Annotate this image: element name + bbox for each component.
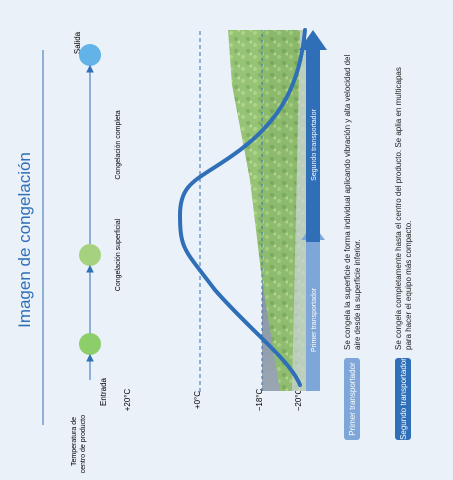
- stage-superficial: Congelación superficial: [115, 218, 122, 291]
- title: Imagen de congelación: [15, 152, 34, 328]
- primer-badge-label: Primer transportador: [348, 362, 357, 436]
- segundo-arrow-bar: [306, 48, 320, 242]
- segundo-badge: [395, 358, 411, 440]
- segundo-description-box: Se congela completamente hasta el centro…: [394, 67, 413, 350]
- stage-completa: Congelación completa: [115, 110, 122, 179]
- temperature-curve: [177, 28, 307, 387]
- axis-label-line-2: centro de producto: [80, 415, 87, 473]
- temp-plus-20: +20°C: [123, 389, 132, 412]
- arrow-entrada-head: [86, 353, 94, 362]
- segundo-badge-label: Segundo transportador: [399, 358, 408, 440]
- segundo-arrow: Segundo transportador: [299, 30, 327, 242]
- arrow-completa-head: [86, 64, 94, 73]
- axis-label: Temperatura de centro de producto: [71, 415, 87, 473]
- entrada-dot: [79, 333, 101, 355]
- primer-badge: [344, 358, 360, 440]
- primer-arrow-label: Primer transportador: [311, 287, 318, 352]
- stage-entrada: Entrada: [99, 377, 108, 406]
- primer-arrow-bar: [306, 239, 320, 391]
- stage-arrows: [86, 64, 94, 380]
- segundo-arrow-head: [299, 30, 327, 50]
- temp-minus-20: −20°C: [294, 389, 303, 412]
- completa-dot: [79, 44, 101, 66]
- superficial-dot: [79, 244, 101, 266]
- segundo-arrow-label: Segundo transportador: [311, 109, 318, 181]
- primer-description: Se congela la superficie de forma indivi…: [343, 54, 362, 350]
- temp-zero: +0°C: [193, 391, 202, 409]
- conveyor-rail: [292, 30, 306, 391]
- temp-minus-18: −18°C: [255, 389, 264, 412]
- arrow-superficial-head: [86, 264, 94, 273]
- axis-label-line-1: Temperatura de: [71, 417, 78, 466]
- primer-description-box: Se congela la superficie de forma indivi…: [343, 54, 362, 350]
- product-layer: [228, 30, 306, 391]
- segundo-description: Se congela completamente hasta el centro…: [394, 67, 413, 350]
- stage-salida: Salida: [73, 31, 82, 54]
